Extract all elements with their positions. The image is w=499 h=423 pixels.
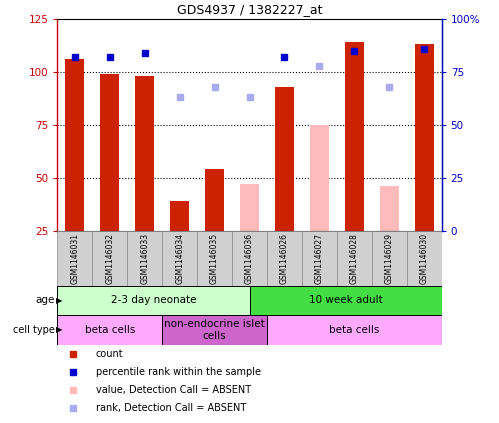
- Text: GSM1146035: GSM1146035: [210, 233, 219, 284]
- Bar: [275, 87, 294, 231]
- Bar: [197, 231, 232, 286]
- Text: beta cells: beta cells: [85, 325, 135, 335]
- Text: count: count: [96, 349, 123, 359]
- Bar: [240, 184, 259, 231]
- Title: GDS4937 / 1382227_at: GDS4937 / 1382227_at: [177, 3, 322, 16]
- Bar: [372, 231, 407, 286]
- Bar: [337, 231, 372, 286]
- Bar: [57, 315, 162, 345]
- Bar: [232, 231, 267, 286]
- Bar: [65, 59, 84, 231]
- Bar: [415, 44, 434, 231]
- Bar: [135, 76, 154, 231]
- Text: GSM1146026: GSM1146026: [280, 233, 289, 284]
- Text: ▶: ▶: [56, 325, 62, 335]
- Bar: [127, 231, 162, 286]
- Text: age: age: [35, 295, 55, 305]
- Text: ▶: ▶: [56, 296, 62, 305]
- Bar: [345, 42, 364, 231]
- Text: percentile rank within the sample: percentile rank within the sample: [96, 367, 261, 377]
- Bar: [205, 169, 224, 231]
- Text: GSM1146030: GSM1146030: [420, 233, 429, 284]
- Bar: [302, 231, 337, 286]
- Text: 10 week adult: 10 week adult: [309, 295, 382, 305]
- Bar: [162, 231, 197, 286]
- Bar: [267, 315, 442, 345]
- Bar: [57, 231, 92, 286]
- Text: GSM1146031: GSM1146031: [70, 233, 79, 284]
- Bar: [267, 231, 302, 286]
- Bar: [170, 201, 189, 231]
- Text: cell type: cell type: [13, 325, 55, 335]
- Text: rank, Detection Call = ABSENT: rank, Detection Call = ABSENT: [96, 403, 246, 413]
- Text: GSM1146028: GSM1146028: [350, 233, 359, 284]
- Text: GSM1146036: GSM1146036: [245, 233, 254, 284]
- Bar: [162, 315, 267, 345]
- Text: non-endocrine islet
cells: non-endocrine islet cells: [164, 319, 265, 341]
- Text: GSM1146034: GSM1146034: [175, 233, 184, 284]
- Text: value, Detection Call = ABSENT: value, Detection Call = ABSENT: [96, 385, 251, 395]
- Text: 2-3 day neonate: 2-3 day neonate: [111, 295, 196, 305]
- Bar: [310, 125, 329, 231]
- Text: beta cells: beta cells: [329, 325, 379, 335]
- Text: GSM1146032: GSM1146032: [105, 233, 114, 284]
- Bar: [92, 231, 127, 286]
- Text: GSM1146029: GSM1146029: [385, 233, 394, 284]
- Bar: [407, 231, 442, 286]
- Bar: [380, 186, 399, 231]
- Bar: [100, 74, 119, 231]
- Text: GSM1146027: GSM1146027: [315, 233, 324, 284]
- Bar: [250, 286, 442, 315]
- Bar: [57, 286, 250, 315]
- Text: GSM1146033: GSM1146033: [140, 233, 149, 284]
